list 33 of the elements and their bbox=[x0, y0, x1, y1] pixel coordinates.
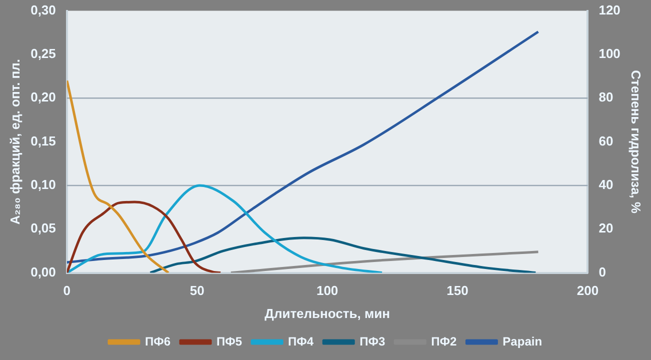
y-tick-label: 0,05 bbox=[30, 220, 56, 236]
line-series bbox=[148, 236, 537, 273]
y2-tick-label: 80 bbox=[598, 90, 614, 105]
legend-label: ПФ2 bbox=[431, 334, 458, 348]
y2-tick-label: 20 bbox=[598, 220, 614, 236]
x-tick-label: 100 bbox=[316, 283, 338, 298]
y-tick-label: 0,15 bbox=[30, 133, 56, 148]
y2-axis-title: Степень гидролиза, % bbox=[628, 70, 644, 214]
y-tick-label: 0,20 bbox=[30, 90, 56, 105]
y-tick-label: 0,10 bbox=[30, 177, 56, 192]
legend-label: ПФ5 bbox=[216, 334, 242, 348]
legend-label: ПФ3 bbox=[360, 334, 386, 348]
line-series bbox=[66, 184, 384, 273]
line-series bbox=[66, 30, 540, 264]
y-axis-title: A₂₈₀ фракций, ед. опт. пл. bbox=[7, 58, 22, 225]
legend-label: ПФ6 bbox=[144, 334, 171, 348]
y2-tick-label: 0 bbox=[598, 264, 606, 280]
y2-tick-label: 120 bbox=[598, 2, 620, 18]
line-series bbox=[66, 79, 170, 273]
y2-tick-label: 40 bbox=[598, 177, 614, 192]
y2-tick-label: 100 bbox=[598, 46, 620, 62]
y-tick-label: 0,30 bbox=[30, 2, 56, 18]
x-tick-label: 150 bbox=[446, 283, 468, 298]
legend-label: Papain bbox=[502, 334, 542, 348]
x-tick-label: 50 bbox=[190, 283, 204, 298]
legend-label: ПФ4 bbox=[288, 334, 314, 348]
y-tick-label: 0,00 bbox=[30, 264, 56, 280]
y2-tick-label: 60 bbox=[598, 133, 614, 148]
y-tick-label: 0,25 bbox=[30, 46, 56, 62]
x-axis-title: Длительность, мин bbox=[264, 306, 390, 321]
x-tick-label: 200 bbox=[576, 283, 599, 298]
x-tick-label: 0 bbox=[63, 283, 71, 298]
line-series bbox=[66, 200, 222, 273]
